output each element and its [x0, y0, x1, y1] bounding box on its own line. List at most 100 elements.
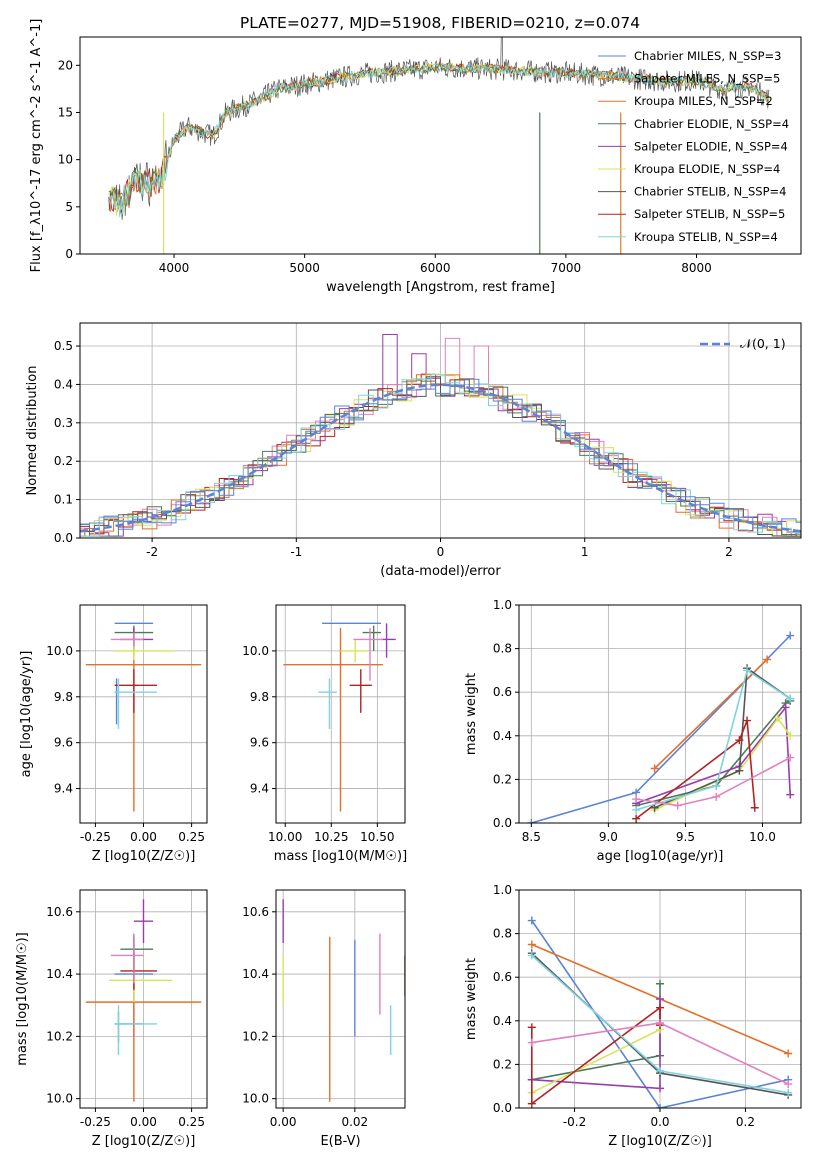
plot-area	[85, 622, 202, 812]
y-tick-label: 0.4	[54, 377, 73, 391]
legend-entry: Kroupa MILES, N_SSP=2	[634, 94, 773, 108]
y-tick-label: 9.8	[250, 690, 269, 704]
weight-marker	[527, 819, 536, 823]
plot-frame	[79, 322, 802, 539]
weight-marker	[650, 764, 659, 773]
spectrum-line	[108, 62, 769, 218]
age-vs-mass-panel: 10.00 10.25 10.50 9.4 9.6 9.8 10.0 mass [log10(…	[242, 604, 407, 864]
y-tick-label: 0.0	[493, 1101, 512, 1115]
x-tick-label: 10.50	[360, 830, 394, 844]
mass-vs-ebv-panel: 0.00 0.02 10.0 10.2 10.4 10.6 E(B-V)	[242, 889, 406, 1149]
x-tick-label: 5000	[289, 261, 320, 275]
y-tick-label: 0.0	[54, 531, 73, 545]
weight-marker	[673, 801, 682, 810]
weight-marker	[786, 694, 795, 703]
y-tick-label: 0.6	[493, 685, 512, 699]
y-tick-label: 20	[58, 58, 73, 72]
weight-marker	[632, 814, 641, 823]
x-tick-label: 8.5	[522, 830, 541, 844]
error-point	[133, 899, 154, 943]
y-tick-label: 1.0	[493, 883, 512, 897]
error-point	[381, 623, 396, 658]
weight-marker	[656, 979, 664, 988]
y-tick-label: 0	[65, 247, 73, 261]
weight-line	[654, 717, 791, 811]
weight-vs-z-panel: -0.2 0.0 0.2 0.0 0.2 0.4 0.6 0.8 1.0 Z [log10(Z/Z…	[464, 883, 802, 1149]
plot-frame	[79, 36, 802, 255]
legend-entry: Chabrier MILES, N_SSP=3	[634, 49, 781, 63]
y-tick-label: 9.4	[250, 782, 269, 796]
weight-marker	[656, 1066, 664, 1075]
weight-line	[635, 705, 791, 805]
legend-entry: Chabrier ELODIE, N_SSP=4	[634, 117, 789, 131]
y-tick-label: 10	[58, 153, 73, 167]
plot-frame	[275, 889, 406, 1109]
y-tick-label: 1.0	[493, 598, 512, 612]
gaussian-curve	[80, 383, 801, 533]
age-vs-z-panel: -0.25 0.00 0.25 9.4 9.6 9.8 10.0 Z [log10(Z/Z☉)…	[19, 604, 208, 864]
y-tick-label: 9.8	[54, 690, 73, 704]
x-tick-label: 0.00	[130, 830, 157, 844]
error-point	[114, 678, 157, 729]
y-axis-label: Normed distribution	[25, 366, 40, 496]
y-tick-label: 10.0	[46, 644, 73, 658]
weight-marker	[743, 716, 752, 725]
x-tick-label: 6000	[420, 261, 451, 275]
residuals-panel: -2 -1 0 1 2 0.0 0.1 0.2 0.3 0.4 0.5 (data-model)/er…	[25, 322, 802, 579]
y-axis-label: mass weight	[464, 673, 479, 755]
x-axis-label: E(B-V)	[320, 1134, 360, 1149]
weight-marker	[712, 792, 721, 801]
weight-line	[531, 920, 789, 1108]
y-tick-label: 15	[58, 105, 73, 119]
x-axis-label: (data-model)/error	[380, 564, 501, 579]
x-tick-label: 2	[725, 545, 733, 559]
weight-marker	[784, 1080, 793, 1089]
y-tick-label: 0.4	[493, 729, 512, 743]
x-axis-label: wavelength [Angstrom, rest frame]	[326, 280, 555, 295]
x-tick-label: 9.5	[676, 830, 695, 844]
weight-line	[635, 700, 791, 807]
y-tick-label: 10.6	[46, 905, 73, 919]
x-tick-label: 10.00	[268, 830, 302, 844]
histogram-step	[80, 374, 801, 537]
x-tick-label: 0.2	[736, 1115, 755, 1129]
x-tick-label: -0.25	[80, 1115, 111, 1129]
plot-frame	[275, 604, 406, 824]
weight-marker	[735, 766, 744, 775]
plot-frame	[518, 604, 802, 824]
weight-marker	[786, 631, 795, 640]
weight-marker	[750, 803, 759, 812]
weight-line	[530, 1006, 661, 1106]
legend-entry: Salpeter ELODIE, N_SSP=4	[634, 139, 788, 153]
y-axis-label: mass [log10(M/M☉)]	[15, 932, 30, 1065]
y-axis-label: Flux [f_λ10^-17 erg cm^-2 s^-1 A^-1]	[29, 19, 44, 273]
weight-marker	[632, 805, 641, 814]
legend-entry: Kroupa ELODIE, N_SSP=4	[634, 162, 780, 176]
y-tick-label: 0.2	[54, 454, 73, 468]
error-point	[110, 933, 144, 984]
y-tick-label: 0.0	[493, 816, 512, 830]
x-axis-label: Z [log10(Z/Z☉)]	[92, 849, 196, 864]
y-tick-label: 10.0	[242, 1092, 269, 1106]
plot-area	[527, 916, 793, 1108]
x-tick-label: 0.0	[650, 1115, 669, 1129]
x-tick-label: 8000	[681, 261, 712, 275]
x-tick-label: 4000	[159, 261, 190, 275]
y-tick-label: 0.5	[54, 339, 73, 353]
x-tick-label: 7000	[551, 261, 582, 275]
histogram-step	[80, 376, 801, 537]
weight-marker	[786, 753, 795, 762]
x-axis-label: Z [log10(Z/Z☉)]	[92, 1134, 196, 1149]
y-tick-label: 10.2	[242, 1029, 269, 1043]
x-axis-label: mass [log10(M/M☉)]	[274, 849, 407, 864]
weight-line	[635, 756, 791, 807]
plot-area	[283, 622, 396, 812]
y-tick-label: 9.4	[54, 782, 73, 796]
error-point	[318, 678, 337, 729]
x-axis-label: Z [log10(Z/Z☉)]	[608, 1134, 712, 1149]
plot-frame	[79, 889, 208, 1109]
error-point	[349, 669, 372, 713]
plot-area	[108, 37, 770, 254]
error-point	[120, 952, 157, 990]
